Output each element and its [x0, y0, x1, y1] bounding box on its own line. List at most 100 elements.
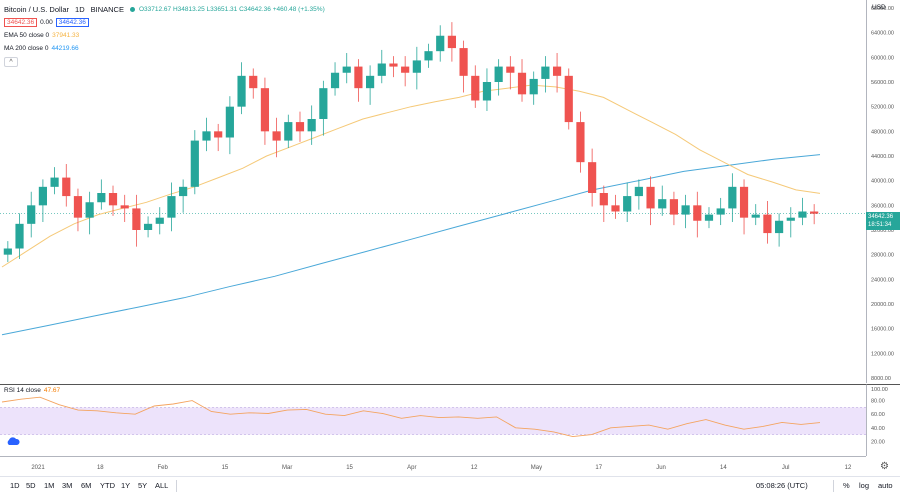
- time-tick-label: 12: [845, 465, 852, 471]
- rsi-axis[interactable]: 100.00 80.00 60.00 40.00 20.00: [866, 384, 900, 456]
- candle: [120, 194, 129, 222]
- candle: [237, 62, 246, 115]
- collapse-legend-button[interactable]: ^: [4, 57, 18, 67]
- candle-body: [599, 193, 608, 206]
- price-tick-label: 32000.00: [871, 228, 894, 234]
- cloud-icon[interactable]: [6, 437, 20, 446]
- candle-body: [564, 75, 573, 123]
- range-button-5d[interactable]: 5D: [26, 481, 36, 490]
- ohlc-values: O33712.67 H34813.25 L33651.31 C34642.36 …: [138, 6, 325, 13]
- range-button-1m[interactable]: 1M: [44, 481, 55, 490]
- log-scale-toggle[interactable]: log: [859, 481, 870, 490]
- candle: [412, 46, 421, 90]
- candlestick-chart[interactable]: [0, 0, 866, 383]
- candle: [214, 123, 223, 152]
- range-button-1y[interactable]: 1Y: [121, 481, 131, 490]
- rsi-value: 47.67: [43, 387, 61, 394]
- candle-body: [658, 199, 667, 209]
- candle-body: [108, 193, 118, 206]
- candle-body: [179, 186, 188, 197]
- candle-body: [27, 205, 36, 224]
- time-axis[interactable]: 2021 18 Feb 15 Mar 15 Apr 12 May 17 Jun 14 Jul 12: [0, 456, 866, 476]
- candle: [260, 77, 270, 145]
- candle-body: [15, 223, 24, 249]
- ma-indicator-label[interactable]: MA 200 close 0: [4, 45, 49, 52]
- candle-body: [167, 196, 176, 218]
- candle-body: [307, 119, 316, 132]
- symbol-title[interactable]: Bitcoin / U.S. Dollar: [4, 5, 70, 14]
- candle-body: [529, 78, 538, 95]
- candle-body: [506, 66, 515, 73]
- percent-scale-toggle[interactable]: %: [843, 481, 850, 490]
- candle-body: [681, 205, 690, 215]
- candle-body: [225, 106, 234, 138]
- candle-body: [143, 223, 153, 230]
- candle-body: [73, 196, 83, 218]
- candle: [202, 117, 211, 152]
- ema-indicator-label[interactable]: EMA 50 close 0: [4, 32, 50, 39]
- candle: [681, 194, 690, 229]
- rsi-tick-label: 80.00: [871, 399, 885, 405]
- rsi-pane[interactable]: [0, 384, 866, 456]
- rsi-axis-labels: 100.00 80.00 60.00 40.00 20.00: [871, 387, 888, 445]
- candle: [424, 43, 433, 68]
- interval-label[interactable]: 1D: [75, 5, 85, 14]
- candle: [669, 191, 679, 226]
- utc-clock[interactable]: 05:08:26 (UTC): [756, 481, 808, 490]
- bar-countdown: 18:51:34: [868, 222, 892, 228]
- candle-body: [132, 208, 141, 230]
- range-button-3m[interactable]: 3M: [62, 481, 73, 490]
- price-chart[interactable]: [0, 0, 866, 383]
- range-button-all[interactable]: ALL: [155, 481, 169, 490]
- price-axis-labels: 68000.00 64000.00 60000.00 56000.00 52000.00…: [871, 6, 894, 382]
- range-button-5y[interactable]: 5Y: [138, 481, 148, 490]
- candle: [798, 197, 807, 226]
- candle: [389, 56, 398, 78]
- candle-body: [342, 66, 351, 73]
- price-axis[interactable]: 68000.00 64000.00 60000.00 56000.00 52000.00…: [866, 0, 900, 383]
- candle-body: [38, 186, 47, 206]
- bottom-toolbar: [0, 476, 900, 498]
- gear-icon[interactable]: ⚙: [880, 461, 889, 472]
- candle-body: [97, 193, 106, 203]
- time-tick-label: Jul: [782, 465, 790, 471]
- sell-price-button[interactable]: 34642.36: [4, 18, 38, 27]
- price-tick-label: 52000.00: [871, 105, 894, 111]
- candle-body: [541, 66, 550, 79]
- candle: [693, 191, 702, 238]
- auto-scale-toggle[interactable]: auto: [878, 481, 893, 490]
- candle-body: [3, 248, 12, 255]
- ema50-line: [1, 84, 821, 268]
- range-button-ytd[interactable]: YTD: [100, 481, 115, 490]
- currency-selector[interactable]: USD: [872, 4, 886, 11]
- candle-body: [155, 217, 164, 224]
- candle: [611, 194, 620, 219]
- candle: [401, 56, 410, 87]
- candle: [190, 130, 199, 195]
- range-button-1d[interactable]: 1D: [10, 481, 20, 490]
- ma200-line: [1, 154, 821, 336]
- candle: [517, 59, 527, 102]
- candle-body: [50, 177, 59, 187]
- range-button-6m[interactable]: 6M: [81, 481, 92, 490]
- rsi-label: RSI 14 close: [4, 387, 41, 394]
- candle-body: [260, 88, 270, 132]
- price-tick-label: 56000.00: [871, 80, 894, 86]
- price-tick-label: 16000.00: [871, 327, 894, 333]
- chart-legend: Bitcoin / U.S. Dollar 1D BINANCE O33712.…: [4, 3, 325, 67]
- candle: [447, 22, 456, 62]
- candle: [506, 56, 515, 90]
- candle: [38, 179, 47, 222]
- candle: [3, 241, 12, 263]
- candle-body: [354, 66, 363, 89]
- ma-indicator-value: 44219.66: [51, 45, 79, 52]
- candle-body: [447, 35, 456, 49]
- candle: [564, 68, 573, 130]
- price-tick-label: 20000.00: [871, 302, 894, 308]
- rsi-legend[interactable]: RSI 14 close 47.67: [4, 387, 60, 394]
- candle: [73, 188, 83, 232]
- candle-body: [739, 186, 749, 218]
- candle: [50, 167, 59, 195]
- buy-price-button[interactable]: 34642.36: [55, 18, 89, 27]
- rsi-tick-label: 60.00: [871, 412, 885, 418]
